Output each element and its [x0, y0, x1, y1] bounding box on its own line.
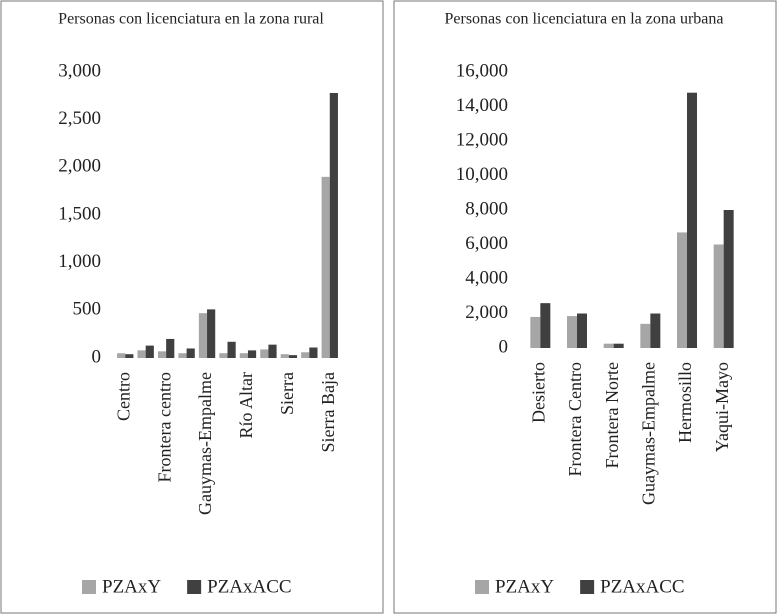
legend-swatch — [187, 580, 202, 594]
bar — [166, 338, 175, 358]
legend-swatch — [475, 580, 489, 594]
bar — [540, 303, 551, 348]
bar — [321, 176, 330, 358]
bar — [280, 354, 289, 358]
y-tick-label: 4,000 — [465, 267, 508, 288]
x-tick-label: Hermosillo — [675, 362, 695, 443]
bar — [137, 350, 146, 358]
bar — [677, 232, 687, 348]
x-tick-label: Yaqui-Mayo — [712, 362, 732, 452]
y-tick-label: 2,000 — [465, 302, 508, 323]
bar — [239, 353, 248, 358]
bar — [145, 345, 154, 358]
y-tick-label: 3,000 — [58, 60, 101, 81]
y-tick-label: 0 — [92, 346, 102, 367]
y-tick-label: 2,000 — [58, 156, 101, 177]
y-tick-label: 1,000 — [58, 251, 101, 272]
bar — [329, 92, 338, 359]
bar — [157, 351, 167, 358]
legend-label: PZAxACC — [207, 576, 291, 597]
bar — [640, 323, 651, 348]
bar — [530, 316, 541, 348]
bar — [603, 343, 614, 348]
bar — [186, 348, 195, 358]
y-tick-label: 2,500 — [58, 108, 101, 129]
panel-frame — [393, 0, 777, 614]
legend-label: PZAxACC — [600, 576, 684, 597]
y-tick-label: 12,000 — [456, 129, 508, 150]
bar — [117, 353, 126, 358]
bar — [723, 210, 734, 348]
bar — [219, 353, 228, 358]
bar — [207, 309, 216, 358]
y-tick-label: 500 — [73, 299, 102, 320]
bar — [713, 244, 724, 348]
bar — [268, 344, 277, 358]
bar — [198, 313, 208, 358]
x-tick-label: Guaymas-Empalme — [638, 362, 658, 505]
chart-title: Personas con licenciatura en la zona urb… — [445, 11, 724, 28]
x-tick-label: Centro — [113, 372, 133, 421]
legend-swatch — [82, 580, 96, 594]
bar — [567, 316, 577, 348]
chart-title: Personas con licenciatura en la zona rur… — [58, 11, 324, 28]
bar — [260, 349, 269, 358]
x-tick-label: Frontera Centro — [565, 362, 585, 476]
x-tick-label: Gauymas-Empalme — [195, 372, 215, 515]
x-tick-label: Desierto — [528, 362, 548, 423]
y-tick-label: 10,000 — [456, 164, 508, 185]
x-tick-label: Sierra — [277, 372, 297, 415]
x-tick-label: Río Altar — [236, 372, 256, 439]
bar — [301, 352, 310, 358]
bar — [125, 354, 134, 358]
bar — [309, 347, 318, 358]
bar — [577, 313, 587, 348]
y-tick-label: 6,000 — [465, 233, 508, 254]
y-tick-label: 0 — [499, 336, 509, 357]
y-tick-label: 1,500 — [58, 203, 101, 224]
bar — [178, 353, 187, 358]
panel-frame — [0, 0, 384, 614]
bar — [288, 355, 298, 358]
x-tick-label: Frontera Norte — [602, 362, 622, 468]
legend-label: PZAxY — [495, 576, 554, 597]
x-tick-label: Sierra Baja — [318, 372, 338, 452]
y-tick-label: 8,000 — [465, 198, 508, 219]
bar — [227, 341, 236, 358]
x-tick-label: Frontera centro — [154, 372, 174, 482]
y-tick-label: 14,000 — [456, 95, 508, 116]
y-tick-label: 16,000 — [456, 60, 508, 81]
legend-label: PZAxY — [102, 576, 161, 597]
bar — [687, 92, 697, 348]
legend-swatch — [580, 580, 595, 594]
bar — [247, 350, 257, 358]
bar — [650, 313, 661, 348]
bar — [613, 343, 624, 348]
